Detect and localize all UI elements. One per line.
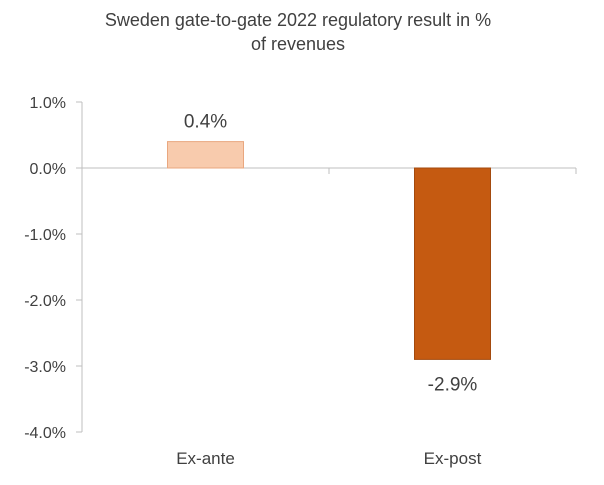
x-category-label: Ex-ante — [176, 449, 235, 468]
bar-ex-ante — [167, 141, 244, 169]
labels: 0.4% Ex-ante -2.9% Ex-post — [176, 112, 481, 468]
y-tick-label: 0.0% — [30, 161, 66, 178]
chart-title-line-1: Sweden gate-to-gate 2022 regulatory resu… — [105, 10, 491, 30]
chart-title: Sweden gate-to-gate 2022 regulatory resu… — [105, 10, 491, 54]
axes: 1.0% 0.0% -1.0% -2.0% -3.0% -4.0% — [24, 95, 577, 442]
bar-ex-post — [414, 167, 491, 360]
y-tick-label: -3.0% — [24, 359, 66, 376]
chart-title-line-2: of revenues — [251, 34, 345, 54]
bars — [167, 141, 491, 360]
data-label: 0.4% — [184, 112, 227, 133]
x-category-label: Ex-post — [424, 449, 482, 468]
y-tick-label: -4.0% — [24, 425, 66, 442]
y-tick-label: 1.0% — [30, 95, 66, 112]
y-tick-label: -2.0% — [24, 293, 66, 310]
data-label: -2.9% — [428, 374, 478, 395]
y-tick-label: -1.0% — [24, 227, 66, 244]
